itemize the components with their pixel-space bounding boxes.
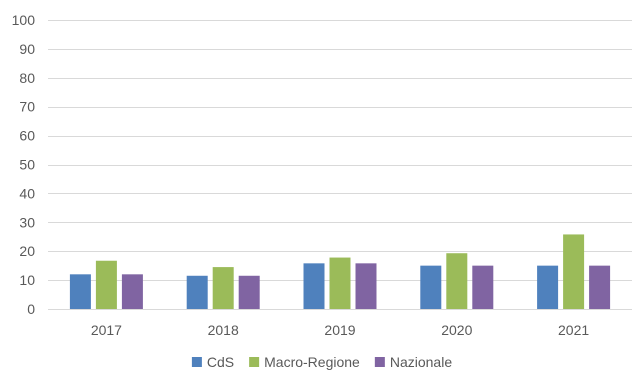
bar-nazionale-2017 xyxy=(121,274,143,309)
legend: CdS Macro-Regione Nazionale xyxy=(191,354,452,370)
legend-label: Macro-Regione xyxy=(264,354,360,370)
bar-nazionale-2018 xyxy=(238,275,260,309)
bar-cds-2020 xyxy=(420,265,442,309)
bar-cds-2019 xyxy=(303,263,325,309)
x-tick-label: 2018 xyxy=(208,322,239,338)
bar-series-group xyxy=(69,234,611,309)
y-tick-label: 20 xyxy=(19,243,35,259)
y-tick-label: 40 xyxy=(19,185,35,201)
bar-cds-2017 xyxy=(69,274,91,309)
bar-macro-regione-2018 xyxy=(212,267,234,309)
legend-item-nazionale: Nazionale xyxy=(374,354,452,370)
y-tick-label: 50 xyxy=(19,157,35,173)
bar-cds-2018 xyxy=(186,275,208,309)
legend-item-cds: CdS xyxy=(191,354,234,370)
x-tick-label: 2019 xyxy=(324,322,355,338)
bar-macro-regione-2017 xyxy=(95,260,117,309)
y-tick-label: 70 xyxy=(19,99,35,115)
y-tick-label: 30 xyxy=(19,214,35,230)
x-tick-label: 2017 xyxy=(91,322,122,338)
legend-label: CdS xyxy=(207,354,234,370)
y-tick-label: 10 xyxy=(19,272,35,288)
bar-macro-regione-2020 xyxy=(446,253,468,309)
bar-cds-2021 xyxy=(537,265,559,309)
bar-nazionale-2020 xyxy=(472,265,494,309)
x-tick-label: 2020 xyxy=(441,322,472,338)
legend-swatch xyxy=(191,357,202,367)
bar-macro-regione-2021 xyxy=(563,234,585,309)
y-tick-label: 60 xyxy=(19,128,35,144)
legend-label: Nazionale xyxy=(390,354,452,370)
y-tick-label: 90 xyxy=(19,41,35,57)
y-tick-label: 100 xyxy=(12,12,36,28)
legend-item-macro-regione: Macro-Regione xyxy=(249,354,360,370)
bar-nazionale-2019 xyxy=(355,263,377,309)
y-tick-label: 0 xyxy=(27,301,35,317)
y-gridlines xyxy=(48,20,632,310)
legend-swatch xyxy=(249,357,260,367)
bar-macro-regione-2019 xyxy=(329,257,351,309)
x-axis-tick-labels: 2017 2018 2019 2020 2021 xyxy=(91,322,590,338)
y-axis-tick-labels: 0 10 20 30 40 50 60 70 80 90 100 xyxy=(12,12,36,317)
y-tick-label: 80 xyxy=(19,70,35,86)
x-tick-label: 2021 xyxy=(558,322,589,338)
bar-nazionale-2021 xyxy=(589,265,611,309)
legend-swatch xyxy=(374,357,385,367)
